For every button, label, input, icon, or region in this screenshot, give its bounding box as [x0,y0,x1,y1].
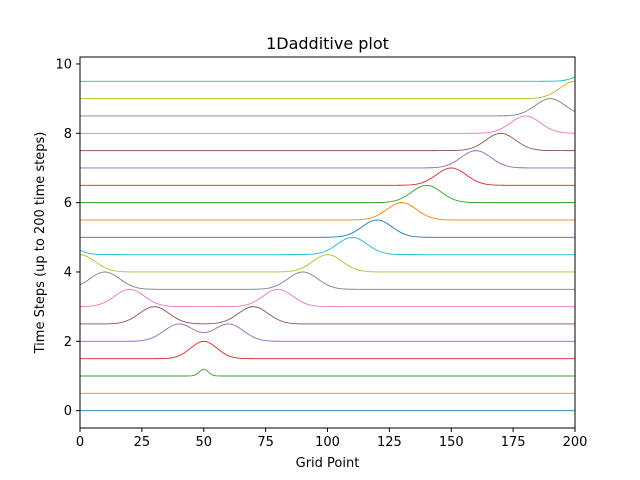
x-tick-label: 0 [76,435,84,450]
y-tick-label: 6 [64,196,72,211]
plot-frame [79,56,576,429]
x-tick-label: 175 [501,435,526,450]
x-tick-label: 125 [377,435,402,450]
series-line-6 [80,288,575,308]
series-line-14 [80,150,575,169]
series-layer [80,76,575,412]
x-axis-label: Grid Point [296,456,360,471]
series-line-18 [80,80,575,100]
y-tick-label: 2 [64,335,72,350]
series-line-4 [80,323,575,342]
y-axis-ticks: 0 2 4 6 8 10 [55,57,80,419]
series-line-19 [80,76,575,82]
x-tick-label: 25 [134,435,151,450]
series-line-13 [80,167,575,186]
x-tick-label: 200 [563,435,588,450]
series-line-5 [80,306,575,325]
y-tick-label: 4 [64,265,72,280]
x-tick-label: 150 [439,435,464,450]
series-line-15 [80,132,575,152]
series-line-8 [80,254,575,273]
x-tick-label: 50 [195,435,212,450]
series-line-3 [80,340,575,360]
x-tick-label: 100 [315,435,340,450]
series-line-12 [80,184,575,204]
x-axis-ticks: 0 25 50 75 100 125 150 175 200 [76,428,588,450]
y-tick-label: 0 [64,404,72,419]
y-axis-label: Time Steps (up to 200 time steps) [33,132,48,355]
series-line-9 [80,236,575,256]
series-line-10 [80,219,575,238]
x-tick-label: 75 [257,435,274,450]
y-tick-label: 10 [55,57,72,72]
chart-title: 1Dadditive plot [266,34,389,53]
series-line-2 [80,368,575,377]
y-tick-label: 8 [64,127,72,142]
series-line-11 [80,202,575,221]
series-line-17 [80,98,575,117]
series-line-16 [80,115,575,134]
series-line-7 [80,271,575,290]
